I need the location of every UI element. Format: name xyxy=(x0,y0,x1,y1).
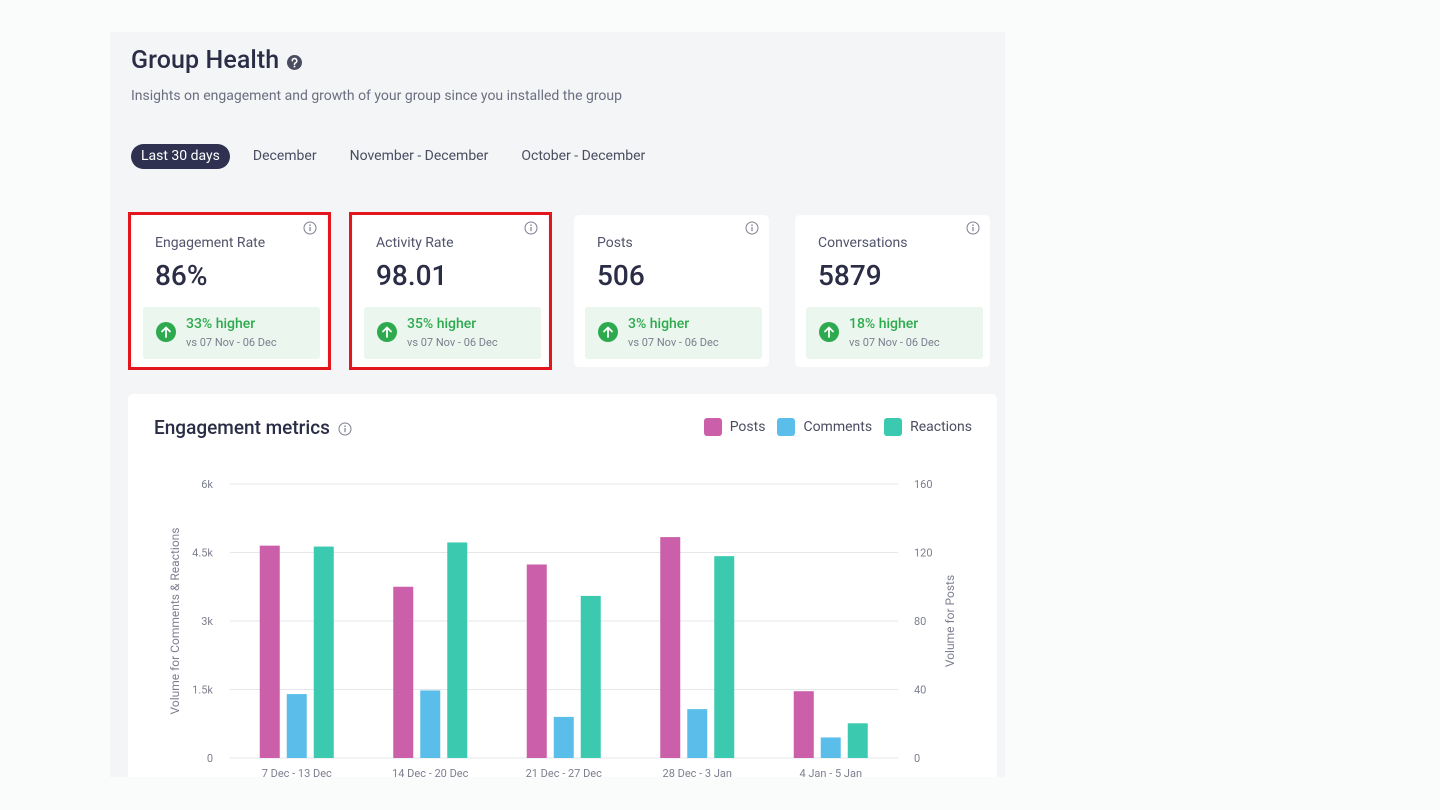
delta-text: 35% higher xyxy=(407,316,477,332)
legend-item-posts[interactable]: Posts xyxy=(703,418,766,436)
x-tick-label: 4 Jan - 5 Jan xyxy=(799,767,862,777)
arrow-up-icon xyxy=(819,322,839,342)
info-icon[interactable] xyxy=(966,221,980,235)
bar-comments xyxy=(286,694,307,758)
x-tick-label: 7 Dec - 13 Dec xyxy=(262,767,332,777)
y-right-axis-label: Volume for Posts xyxy=(943,575,957,667)
legend-label: Posts xyxy=(729,419,766,435)
card-value: 98.01 xyxy=(376,259,448,292)
x-tick-label: 14 Dec - 20 Dec xyxy=(392,767,469,777)
x-tick-label: 28 Dec - 3 Jan xyxy=(663,767,732,777)
y-left-tick-label: 6k xyxy=(201,478,213,491)
date-range-tabs: Last 30 days December November - Decembe… xyxy=(131,144,668,169)
card-value: 86% xyxy=(155,259,208,292)
legend-item-reactions[interactable]: Reactions xyxy=(884,418,972,436)
y-right-tick-label: 160 xyxy=(914,478,933,491)
bar-posts xyxy=(660,537,681,758)
activity-rate-card: Activity Rate 98.01 35% higher vs 07 Nov… xyxy=(349,212,552,370)
delta-text: 33% higher xyxy=(186,316,256,332)
engagement-chart: 0 1.5k 3k 4.5k 6k 0 40 80 120 160 Volume for Comme… xyxy=(168,478,957,777)
delta-compare: vs 07 Nov - 06 Dec xyxy=(628,336,719,349)
page-subtitle: Insights on engagement and growth of you… xyxy=(131,88,622,104)
y-left-tick-label: 0 xyxy=(207,752,213,765)
bar-posts xyxy=(259,545,280,758)
help-icon[interactable] xyxy=(287,55,303,70)
card-label: Engagement Rate xyxy=(155,235,266,251)
chart-title: Engagement metrics xyxy=(154,416,330,439)
arrow-up-icon xyxy=(156,322,176,342)
bar-posts xyxy=(526,564,547,758)
legend-swatch-posts xyxy=(703,418,722,436)
info-icon[interactable] xyxy=(524,221,538,235)
group-health-panel: Group Health Insights on engagement and … xyxy=(110,32,1005,777)
card-label: Conversations xyxy=(818,235,908,251)
page-title: Group Health xyxy=(131,46,280,75)
y-left-axis-label: Volume for Comments & Reactions xyxy=(168,528,182,715)
bar-reactions xyxy=(313,546,334,758)
y-right-tick-label: 40 xyxy=(914,684,926,697)
legend-label: Comments xyxy=(803,419,873,435)
x-tick-label: 21 Dec - 27 Dec xyxy=(526,767,603,777)
legend-label: Reactions xyxy=(910,419,972,435)
bar-comments xyxy=(687,709,708,758)
bar-comments xyxy=(553,716,574,758)
engagement-metrics-card: Engagement metrics Posts Comments Reacti… xyxy=(128,394,997,777)
y-left-tick-label: 4.5k xyxy=(192,547,213,560)
delta-text: 3% higher xyxy=(628,316,690,332)
delta-compare: vs 07 Nov - 06 Dec xyxy=(186,336,277,349)
delta-badge: 3% higher vs 07 Nov - 06 Dec xyxy=(585,307,762,359)
info-icon[interactable] xyxy=(303,221,317,235)
title-row: Group Health xyxy=(131,46,303,75)
legend-swatch-comments xyxy=(777,418,796,436)
card-label: Posts xyxy=(597,235,633,251)
delta-compare: vs 07 Nov - 06 Dec xyxy=(407,336,498,349)
y-left-tick-label: 3k xyxy=(201,615,213,628)
bar-reactions xyxy=(847,723,868,758)
info-icon[interactable] xyxy=(745,221,759,235)
tab-october-december[interactable]: October - December xyxy=(521,148,646,164)
tab-november-december[interactable]: November - December xyxy=(349,148,489,164)
y-right-tick-label: 120 xyxy=(914,547,933,560)
arrow-up-icon xyxy=(598,322,618,342)
delta-badge: 33% higher vs 07 Nov - 06 Dec xyxy=(143,307,320,359)
bar-reactions xyxy=(580,595,601,758)
bar-posts xyxy=(393,586,414,758)
delta-badge: 18% higher vs 07 Nov - 06 Dec xyxy=(806,307,983,359)
bar-reactions xyxy=(447,542,468,758)
chart-title-row: Engagement metrics xyxy=(154,416,352,439)
conversations-card: Conversations 5879 18% higher vs 07 Nov … xyxy=(795,215,990,367)
card-value: 5879 xyxy=(818,259,882,292)
engagement-rate-card: Engagement Rate 86% 33% higher vs 07 Nov… xyxy=(128,212,331,370)
y-left-tick-label: 1.5k xyxy=(192,684,213,697)
bar-comments xyxy=(820,737,841,758)
delta-text: 18% higher xyxy=(849,316,919,332)
delta-compare: vs 07 Nov - 06 Dec xyxy=(849,336,940,349)
tab-last-30-days[interactable]: Last 30 days xyxy=(131,144,230,169)
info-icon[interactable] xyxy=(338,422,352,436)
card-value: 506 xyxy=(597,259,645,292)
legend-swatch-reactions xyxy=(884,418,903,436)
chart-legend: Posts Comments Reactions xyxy=(692,418,972,436)
bar-posts xyxy=(793,691,814,758)
bar-reactions xyxy=(714,556,735,758)
tab-december[interactable]: December xyxy=(252,148,317,164)
bar-comments xyxy=(420,690,441,758)
y-right-tick-label: 0 xyxy=(914,752,920,765)
posts-card: Posts 506 3% higher vs 07 Nov - 06 Dec xyxy=(574,215,769,367)
delta-badge: 35% higher vs 07 Nov - 06 Dec xyxy=(364,307,541,359)
card-label: Activity Rate xyxy=(376,235,454,251)
arrow-up-icon xyxy=(377,322,397,342)
y-right-tick-label: 80 xyxy=(914,615,926,628)
legend-item-comments[interactable]: Comments xyxy=(777,418,872,436)
